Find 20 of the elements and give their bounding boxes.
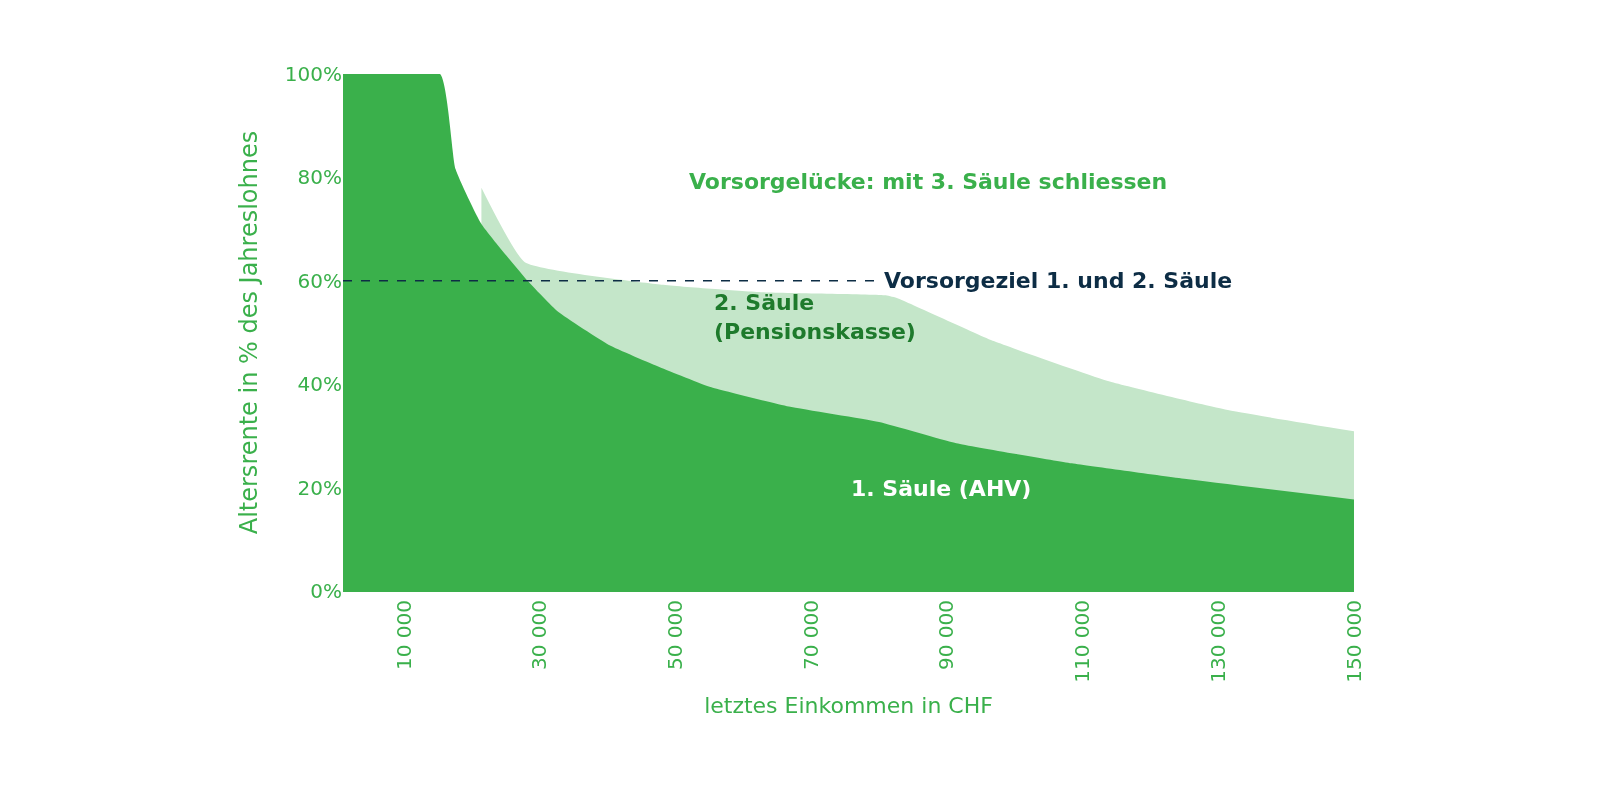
x-tick-label: 130 000 — [1205, 600, 1230, 683]
x-tick-label: 50 000 — [662, 600, 687, 670]
annotation: Vorsorgelücke: mit 3. Säule schliessen — [689, 169, 1168, 194]
y-tick-label: 40% — [297, 372, 342, 397]
ref-line-label: Vorsorgeziel 1. und 2. Säule — [884, 268, 1233, 293]
x-tick-label: 70 000 — [798, 600, 823, 670]
y-tick-label: 60% — [297, 268, 342, 293]
y-tick-label: 0% — [310, 579, 342, 603]
y-tick-label: 80% — [297, 165, 342, 190]
x-axis-title: letztes Einkommen in CHF — [704, 692, 993, 718]
x-tick-label: 90 000 — [934, 600, 959, 670]
x-tick-label: 30 000 — [527, 600, 552, 670]
y-tick-label: 100% — [284, 62, 342, 86]
y-axis-title: Altersrente in % des Jahreslohnes — [234, 130, 263, 535]
x-tick-label: 110 000 — [1070, 600, 1095, 683]
x-tick-label: 10 000 — [391, 600, 416, 670]
series-label: 1. Säule (AHV) — [851, 476, 1032, 501]
series-label: 2. Säule (Pensionskasse) — [714, 290, 916, 344]
x-tick-label: 150 000 — [1341, 600, 1366, 683]
y-tick-label: 20% — [297, 475, 342, 500]
